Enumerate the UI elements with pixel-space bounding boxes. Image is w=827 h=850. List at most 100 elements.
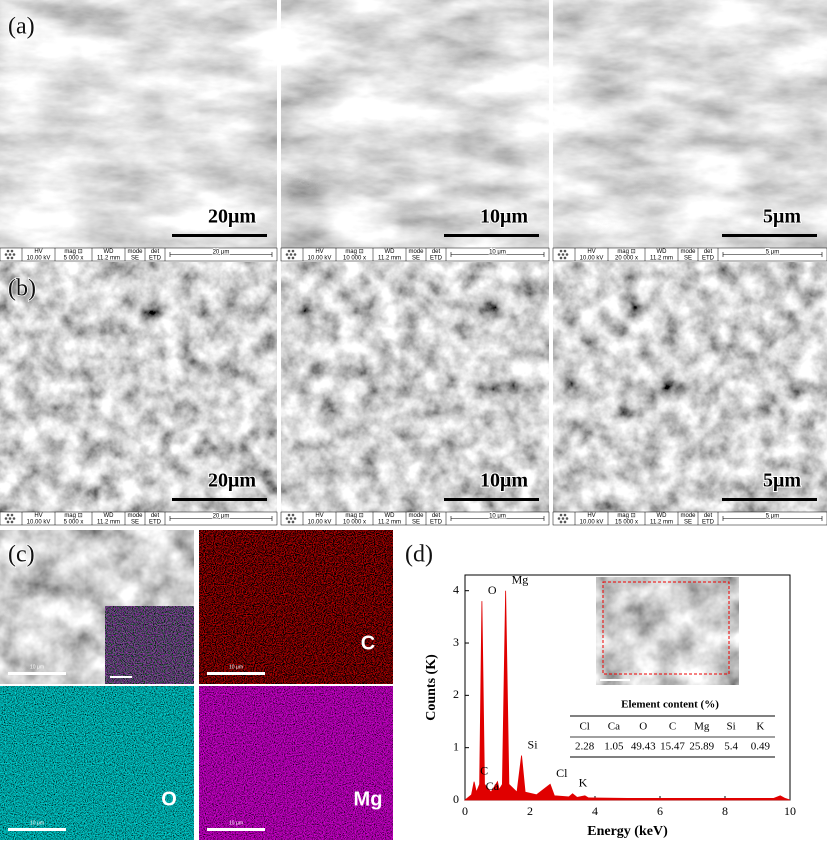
info-value: 20 000 x: [615, 255, 638, 261]
info-bar: [552, 511, 827, 526]
table-cell: 1.05: [604, 741, 624, 753]
info-scale-label: 20 μm: [213, 514, 230, 520]
logo-dot: [291, 256, 295, 260]
info-value: 11.2 mm: [378, 255, 401, 261]
table-header: Ca: [608, 721, 620, 733]
map-image: [199, 530, 393, 684]
logo-dot: [559, 513, 563, 517]
info-header: HV: [587, 249, 595, 255]
map-scale-label: 10 μm: [30, 820, 44, 826]
info-scale-label: 5 μm: [766, 514, 779, 520]
element-label: C: [361, 632, 375, 654]
info-header: WD: [385, 513, 396, 519]
info-header: mag ⊡: [345, 249, 363, 255]
logo-dot: [12, 253, 16, 256]
info-header: mag ⊡: [617, 513, 635, 519]
panel-label: (c): [8, 542, 35, 568]
info-header: mode: [680, 513, 696, 519]
info-scale-label: 10 μm: [489, 250, 506, 256]
info-value: 10 000 x: [343, 255, 366, 261]
info-value: SE: [412, 519, 420, 525]
info-bar: [280, 247, 550, 262]
info-header: WD: [104, 249, 115, 255]
peak-label: C: [480, 763, 488, 777]
scale-label: 20μm: [208, 470, 256, 492]
logo-dot: [12, 517, 16, 520]
logo-dot: [289, 253, 293, 256]
table-cell: 49.43: [631, 741, 656, 753]
info-value: SE: [684, 519, 692, 525]
sem-logo: [285, 513, 297, 524]
logo-dot: [287, 256, 291, 260]
x-tick-label: 4: [592, 804, 598, 818]
logo-dot: [287, 520, 291, 524]
table-cell: 15.47: [660, 741, 685, 753]
info-bar: [0, 247, 278, 262]
info-value: ETD: [430, 255, 443, 261]
info-header: det: [704, 249, 713, 255]
peak-label: Cl: [556, 766, 568, 780]
element-label: O: [161, 788, 177, 810]
logo-dot: [10, 256, 14, 260]
peak-label: Ca: [486, 779, 500, 793]
info-value: ETD: [149, 255, 162, 261]
y-tick-label: 0: [453, 792, 459, 806]
logo-dot: [291, 513, 295, 517]
sem-image: [553, 262, 827, 512]
info-value: 11.2 mm: [650, 519, 673, 525]
logo-dot: [6, 513, 10, 517]
logo-dot: [6, 256, 10, 260]
logo-dot: [557, 253, 561, 256]
info-value: 5 000 x: [64, 255, 84, 261]
map-scale-label: 10 μm: [30, 664, 44, 670]
logo-dot: [559, 520, 563, 524]
scale-bar: [444, 234, 539, 237]
info-value: 11.2 mm: [650, 255, 673, 261]
logo-dot: [563, 520, 567, 524]
peak-label: O: [488, 583, 497, 597]
map-scale-label: 10 μm: [229, 664, 243, 670]
info-header: mode: [408, 513, 424, 519]
info-header: WD: [385, 249, 396, 255]
info-header: WD: [104, 513, 115, 519]
info-value: 10.00 kV: [308, 519, 332, 525]
inset-scale: [600, 679, 630, 681]
table-cell: 0.49: [751, 741, 771, 753]
logo-dot: [291, 249, 295, 253]
scale-label: 10μm: [480, 470, 528, 492]
scale-label: 5μm: [763, 206, 801, 228]
map-image: [199, 686, 393, 840]
y-tick-label: 1: [453, 739, 459, 753]
info-header: det: [151, 249, 160, 255]
scale-bar: [722, 498, 817, 501]
table-cell: 2.28: [575, 741, 595, 753]
table-header: C: [669, 721, 676, 733]
info-bar: [280, 511, 550, 526]
inset-roi: [602, 581, 730, 675]
map-scale-bar: [207, 672, 265, 675]
info-bar: [552, 247, 827, 262]
logo-dot: [563, 256, 567, 260]
info-header: WD: [657, 249, 668, 255]
logo-dot: [285, 253, 289, 256]
sem-logo: [557, 513, 569, 524]
info-value: ETD: [702, 519, 715, 525]
info-header: HV: [315, 513, 323, 519]
info-scale-label: 20 μm: [213, 250, 230, 256]
logo-dot: [291, 520, 295, 524]
info-header: WD: [657, 513, 668, 519]
map-image: [0, 686, 194, 840]
info-value: 10.00 kV: [27, 519, 51, 525]
info-value: 11.2 mm: [378, 519, 401, 525]
info-header: mag ⊡: [64, 249, 82, 255]
logo-dot: [8, 517, 12, 520]
y-tick-label: 3: [453, 635, 459, 649]
logo-dot: [289, 517, 293, 520]
x-tick-label: 0: [462, 804, 468, 818]
info-scale-label: 10 μm: [489, 514, 506, 520]
map-overlay: [105, 606, 194, 684]
x-tick-label: 10: [784, 804, 796, 818]
table-header: Mg: [694, 721, 710, 733]
logo-dot: [561, 253, 565, 256]
